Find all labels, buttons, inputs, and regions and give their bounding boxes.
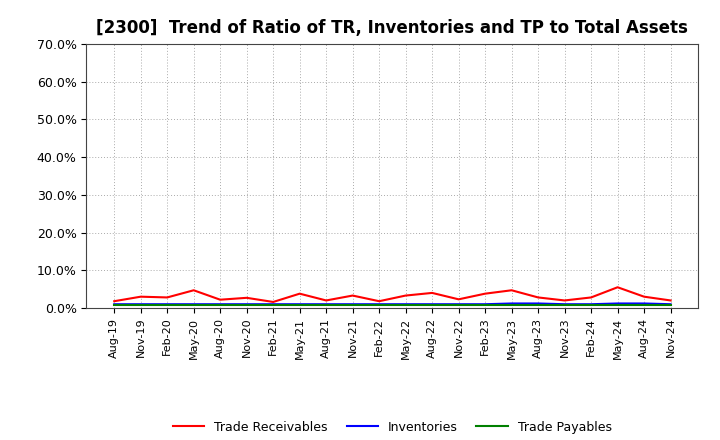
Trade Receivables: [481, 291, 490, 296]
Trade Payables: [454, 303, 463, 308]
Inventories: [428, 301, 436, 307]
Trade Payables: [136, 303, 145, 308]
Inventories: [666, 301, 675, 307]
Inventories: [640, 301, 649, 306]
Trade Receivables: [560, 298, 569, 303]
Trade Payables: [322, 303, 330, 308]
Trade Receivables: [110, 299, 119, 304]
Inventories: [322, 301, 330, 307]
Trade Receivables: [243, 295, 251, 301]
Trade Payables: [216, 303, 225, 308]
Inventories: [348, 301, 357, 307]
Trade Receivables: [216, 297, 225, 302]
Trade Payables: [110, 303, 119, 308]
Trade Payables: [428, 303, 436, 308]
Inventories: [454, 301, 463, 307]
Trade Receivables: [587, 295, 595, 300]
Inventories: [534, 301, 542, 306]
Trade Receivables: [401, 293, 410, 298]
Trade Receivables: [269, 299, 277, 304]
Inventories: [269, 301, 277, 307]
Trade Receivables: [375, 299, 384, 304]
Trade Receivables: [322, 298, 330, 303]
Trade Payables: [375, 303, 384, 308]
Inventories: [613, 301, 622, 306]
Inventories: [508, 301, 516, 306]
Legend: Trade Receivables, Inventories, Trade Payables: Trade Receivables, Inventories, Trade Pa…: [168, 416, 617, 439]
Trade Payables: [348, 303, 357, 308]
Inventories: [587, 301, 595, 307]
Inventories: [243, 301, 251, 307]
Inventories: [136, 301, 145, 307]
Trade Payables: [189, 303, 198, 308]
Trade Receivables: [189, 288, 198, 293]
Inventories: [189, 301, 198, 307]
Trade Payables: [587, 303, 595, 308]
Trade Payables: [401, 303, 410, 308]
Trade Payables: [481, 303, 490, 308]
Trade Payables: [269, 303, 277, 308]
Inventories: [216, 301, 225, 307]
Inventories: [163, 301, 171, 307]
Title: [2300]  Trend of Ratio of TR, Inventories and TP to Total Assets: [2300] Trend of Ratio of TR, Inventories…: [96, 19, 688, 37]
Trade Receivables: [666, 298, 675, 303]
Trade Payables: [560, 303, 569, 308]
Trade Receivables: [534, 295, 542, 300]
Trade Payables: [243, 303, 251, 308]
Inventories: [560, 301, 569, 307]
Trade Payables: [640, 303, 649, 308]
Line: Trade Receivables: Trade Receivables: [114, 287, 670, 302]
Inventories: [375, 301, 384, 307]
Trade Receivables: [348, 293, 357, 298]
Trade Payables: [163, 303, 171, 308]
Inventories: [481, 301, 490, 307]
Trade Receivables: [136, 294, 145, 299]
Trade Receivables: [613, 285, 622, 290]
Inventories: [295, 301, 304, 307]
Trade Payables: [295, 303, 304, 308]
Trade Payables: [666, 303, 675, 308]
Trade Receivables: [295, 291, 304, 296]
Trade Payables: [613, 303, 622, 308]
Trade Payables: [508, 303, 516, 308]
Trade Receivables: [428, 290, 436, 296]
Trade Receivables: [163, 295, 171, 300]
Trade Receivables: [508, 288, 516, 293]
Inventories: [110, 301, 119, 307]
Trade Receivables: [640, 294, 649, 299]
Trade Payables: [534, 303, 542, 308]
Trade Receivables: [454, 297, 463, 302]
Inventories: [401, 301, 410, 307]
